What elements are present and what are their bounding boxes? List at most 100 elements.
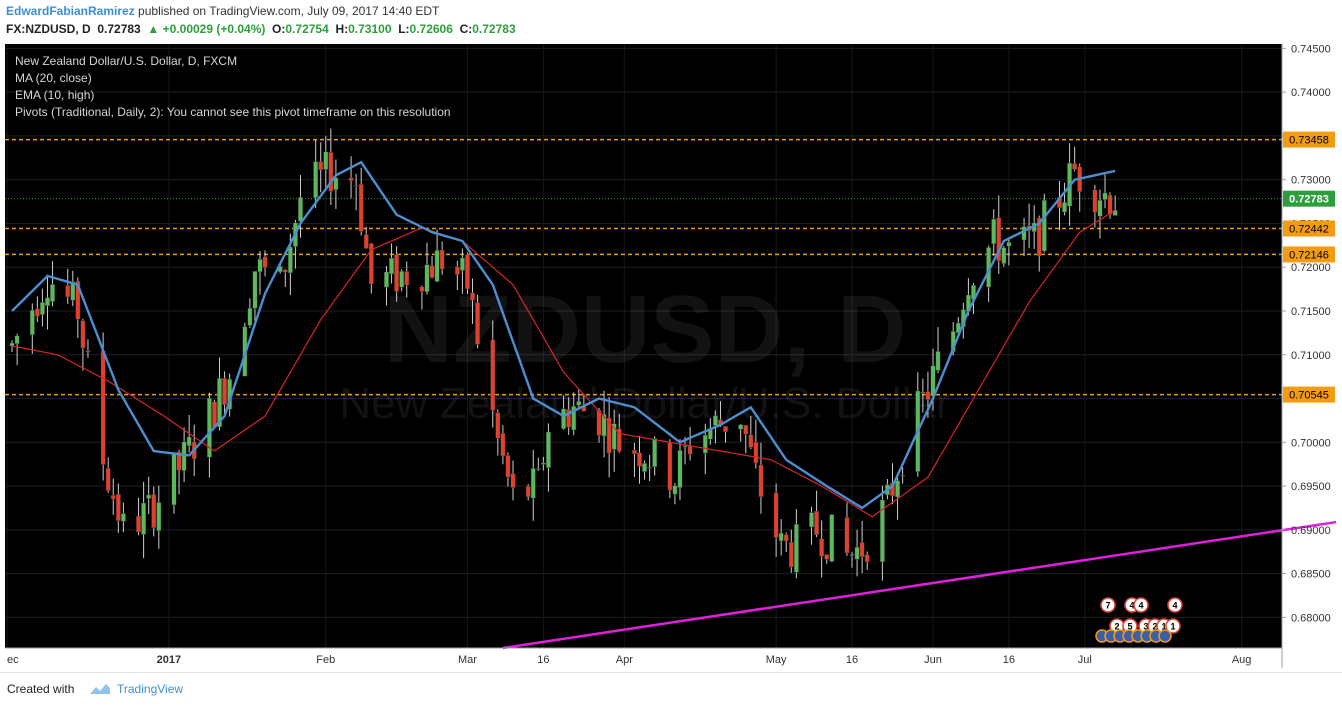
candle-up[interactable] [186, 436, 192, 447]
candle-up[interactable] [399, 271, 405, 288]
candle-down[interactable] [859, 542, 865, 557]
event-marker[interactable] [1133, 597, 1149, 613]
candle-up[interactable] [1001, 247, 1007, 264]
candle-down[interactable] [753, 442, 759, 464]
candle-up[interactable] [181, 441, 187, 471]
candle-down[interactable] [100, 350, 106, 465]
candle-up[interactable] [920, 392, 926, 394]
candle-up[interactable] [171, 452, 177, 506]
candle-up[interactable] [849, 554, 855, 556]
candle-down[interactable] [783, 534, 789, 542]
candle-down[interactable] [723, 426, 728, 432]
candle-down[interactable] [110, 495, 116, 500]
candle-down[interactable] [637, 452, 642, 467]
candle-up[interactable] [682, 445, 688, 447]
candle-down[interactable] [748, 434, 754, 448]
candle-up[interactable] [14, 335, 20, 344]
tradingview-link[interactable]: TradingView [117, 682, 184, 696]
candle-down[interactable] [996, 217, 1002, 262]
candle-up[interactable] [1102, 192, 1108, 200]
candle-up[interactable] [384, 271, 389, 288]
candle-down[interactable] [500, 433, 506, 457]
candle-up[interactable] [601, 414, 607, 437]
candle-up[interactable] [40, 302, 45, 315]
candle-up[interactable] [146, 494, 152, 499]
event-markers[interactable]: 7 4 4 42 5 3 2 1 1 [1095, 597, 1183, 643]
candle-down[interactable] [404, 271, 410, 286]
candle-up[interactable] [540, 462, 546, 465]
candle-down[interactable] [105, 468, 111, 491]
candle-up[interactable] [713, 415, 718, 426]
candle-down[interactable] [465, 254, 470, 290]
candle-up[interactable] [900, 474, 906, 477]
candle-down[interactable] [85, 350, 91, 353]
candle-down[interactable] [222, 378, 227, 405]
candle-up[interactable] [530, 468, 536, 499]
candle-up[interactable] [141, 502, 147, 535]
candle-down[interactable] [890, 482, 895, 497]
candle-down[interactable] [1092, 189, 1098, 213]
candle-up[interactable] [647, 466, 653, 469]
candle-down[interactable] [454, 266, 460, 275]
candle-up[interactable] [45, 297, 50, 307]
candle-down[interactable] [525, 486, 531, 498]
candle-up[interactable] [333, 177, 339, 190]
candle-down[interactable] [1036, 217, 1042, 257]
candle-down[interactable] [616, 428, 622, 452]
candle-down[interactable] [75, 281, 81, 320]
candle-down[interactable] [353, 185, 359, 187]
candle-down[interactable] [667, 442, 673, 491]
candle-up[interactable] [424, 264, 430, 293]
tradingview-logo-icon[interactable] [88, 681, 112, 697]
candle-up[interactable] [389, 257, 394, 275]
candle-up[interactable] [702, 434, 708, 454]
price-chart[interactable]: NZDUSD, D New Zealand Dollar/U.S. Dollar… [5, 44, 1336, 668]
candle-down[interactable] [439, 249, 445, 270]
candle-up[interactable] [323, 151, 329, 170]
candle-up[interactable] [206, 398, 212, 458]
ema10-line[interactable] [11, 160, 1116, 510]
candle-up[interactable] [546, 431, 551, 468]
candle-up[interactable] [1006, 242, 1012, 247]
author-link[interactable]: EdwardFabianRamirez [6, 4, 135, 18]
candle-up[interactable] [576, 401, 582, 406]
candle-down[interactable] [606, 417, 612, 454]
candle-down[interactable] [429, 265, 435, 278]
candle-down[interactable] [151, 494, 157, 528]
candle-down[interactable] [328, 152, 334, 192]
candle-up[interactable] [809, 512, 814, 528]
candle-down[interactable] [358, 184, 364, 232]
event-marker[interactable] [1100, 597, 1116, 613]
candle-down[interactable] [348, 177, 354, 181]
candle-down[interactable] [925, 391, 931, 400]
candle-up[interactable] [29, 310, 35, 335]
candle-down[interactable] [368, 243, 374, 285]
candle-up[interactable] [642, 463, 647, 472]
candle-up[interactable] [935, 351, 941, 371]
candle-down[interactable] [394, 254, 400, 292]
candle-down[interactable] [864, 554, 870, 563]
candle-down[interactable] [758, 464, 764, 497]
candle-down[interactable] [212, 401, 217, 428]
candle-up[interactable] [895, 480, 900, 498]
candle-down[interactable] [814, 510, 820, 536]
candle-up[interactable] [677, 450, 683, 488]
candle-up[interactable] [991, 218, 997, 245]
candle-up[interactable] [1041, 199, 1047, 252]
candle-down[interactable] [743, 425, 749, 435]
candle-down[interactable] [262, 256, 268, 268]
candle-down[interactable] [687, 445, 693, 455]
candle-up[interactable] [298, 197, 303, 222]
candle-down[interactable] [1107, 194, 1113, 215]
candle-down[interactable] [363, 234, 369, 249]
candle-down[interactable] [1072, 163, 1078, 170]
candle-down[interactable] [136, 515, 141, 533]
candle-down[interactable] [505, 455, 511, 478]
candle-down[interactable] [475, 302, 480, 345]
candle-up[interactable] [561, 408, 567, 429]
candle-up[interactable] [247, 307, 253, 326]
candle-up[interactable] [778, 532, 784, 542]
candle-down[interactable] [282, 269, 288, 273]
candle-down[interactable] [632, 449, 637, 454]
candle-down[interactable] [419, 286, 425, 292]
